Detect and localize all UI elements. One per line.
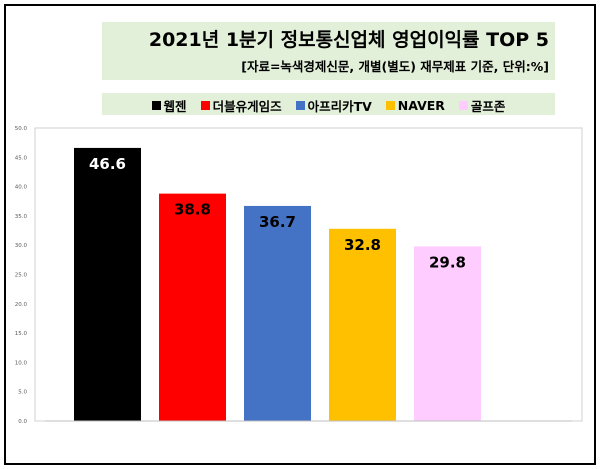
y-tick-label: 10.0 <box>15 360 28 366</box>
y-tick-label: 0.0 <box>18 419 27 425</box>
bar <box>244 205 311 421</box>
bar <box>74 147 141 421</box>
data-label: 36.7 <box>259 213 296 231</box>
y-tick-label: 30.0 <box>15 243 28 249</box>
y-tick-label: 40.0 <box>15 185 28 191</box>
legend-label: 아프리카TV <box>307 99 372 114</box>
legend-swatch <box>200 101 210 110</box>
legend-label: NAVER <box>397 98 445 113</box>
y-tick-label: 35.0 <box>15 214 28 220</box>
chart-title: 2021년 1분기 정보통신업체 영업이익률 TOP 5 <box>148 29 549 51</box>
y-tick-label: 20.0 <box>15 302 28 308</box>
legend-item: 더블유게임즈 <box>200 96 282 115</box>
y-tick-label: 15.0 <box>15 331 28 337</box>
legend-item: 골프존 <box>458 96 506 115</box>
title-box: 2021년 1분기 정보통신업체 영업이익률 TOP 5 [자료=녹색경제신문,… <box>102 22 555 80</box>
legend-swatch <box>151 101 161 110</box>
bar <box>159 193 226 421</box>
legend-label: 골프존 <box>470 99 506 114</box>
legend-item: 웹젠 <box>151 96 187 115</box>
y-tick-label: 5.0 <box>18 390 27 396</box>
chart-subtitle: [자료=녹색경제신문, 개별(별도) 재무제표 기준, 단위:%] <box>241 59 549 74</box>
legend-swatch <box>458 101 468 110</box>
data-label: 29.8 <box>429 253 466 271</box>
legend-label: 더블유게임즈 <box>212 99 282 114</box>
bar <box>329 228 396 421</box>
y-tick-label: 45.0 <box>15 155 28 161</box>
legend: 웹젠 더블유게임즈 아프리카TV NAVER 골프존 <box>102 96 555 115</box>
legend-item: 아프리카TV <box>295 96 372 115</box>
data-label: 46.6 <box>89 155 126 173</box>
legend-item: NAVER <box>385 96 445 115</box>
y-tick-label: 50.0 <box>15 126 28 132</box>
legend-swatch <box>295 101 305 110</box>
data-label: 32.8 <box>344 236 381 254</box>
legend-swatch <box>385 101 395 110</box>
data-label: 38.8 <box>174 201 211 219</box>
y-tick-label: 25.0 <box>15 273 28 279</box>
bar <box>414 246 481 421</box>
legend-label: 웹젠 <box>163 99 187 114</box>
legend-box: 웹젠 더블유게임즈 아프리카TV NAVER 골프존 <box>102 93 555 115</box>
